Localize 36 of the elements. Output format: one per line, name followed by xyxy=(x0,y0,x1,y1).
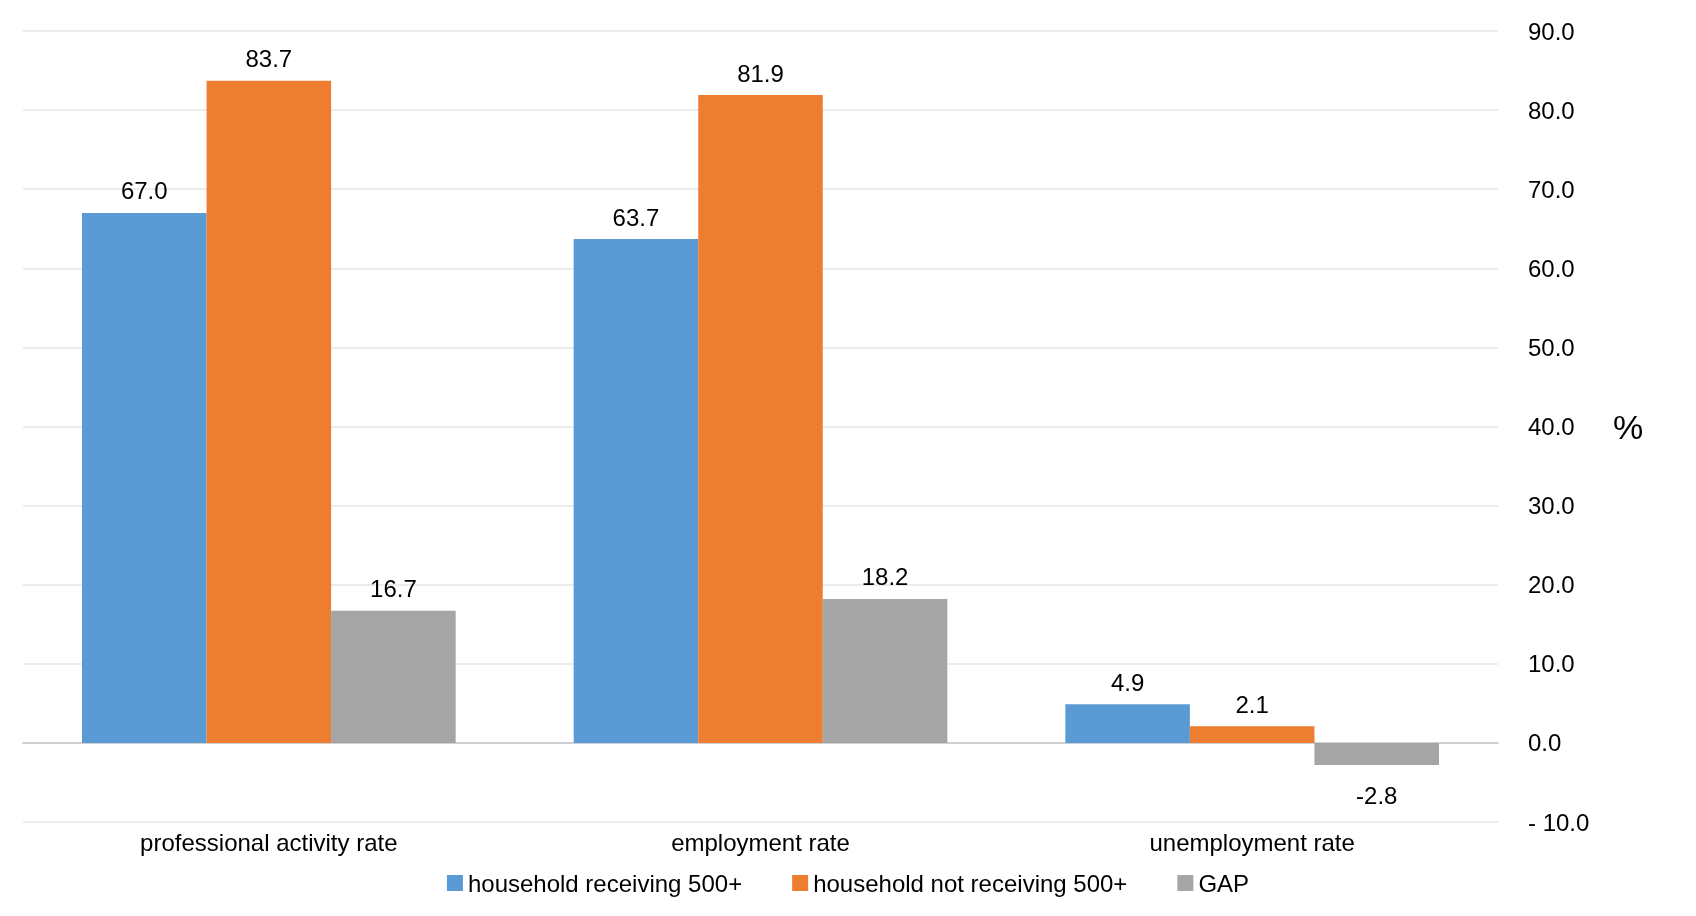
bar xyxy=(1189,726,1315,743)
data-label: 16.7 xyxy=(370,575,417,603)
y-tick-label: 80.0 xyxy=(1528,96,1575,124)
data-label: -2.8 xyxy=(1356,781,1398,809)
x-tick-label: professional activity rate xyxy=(140,828,398,856)
legend-label: GAP xyxy=(1198,869,1250,897)
bar xyxy=(82,212,207,743)
data-label: 63.7 xyxy=(612,203,660,231)
y-tick-label: 10.0 xyxy=(1528,650,1575,678)
bar xyxy=(1314,742,1439,766)
bar xyxy=(331,610,456,743)
y-tick-label: 50.0 xyxy=(1528,333,1575,361)
y-axis-title: % xyxy=(1613,407,1644,446)
bar xyxy=(206,80,332,743)
y-tick-label: - 10.0 xyxy=(1528,808,1590,836)
data-label: 18.2 xyxy=(861,563,909,591)
x-tick-label: unemployment rate xyxy=(1149,828,1355,856)
y-tick-label: 60.0 xyxy=(1528,254,1575,282)
bar xyxy=(822,598,948,743)
legend-label: household receiving 500+ xyxy=(467,869,743,897)
data-label: 67.0 xyxy=(120,177,168,205)
bar xyxy=(1065,704,1190,743)
x-tick-label: employment rate xyxy=(671,828,850,856)
data-label: 81.9 xyxy=(737,59,784,87)
data-label: 4.9 xyxy=(1110,668,1145,696)
y-tick-label: 90.0 xyxy=(1528,17,1575,45)
y-tick-label: 70.0 xyxy=(1528,175,1575,203)
bar xyxy=(698,95,823,743)
y-tick-label: 20.0 xyxy=(1528,571,1575,599)
legend-label: household not receiving 500+ xyxy=(813,869,1128,897)
y-tick-label: 0.0 xyxy=(1528,729,1562,757)
y-tick-label: 30.0 xyxy=(1528,492,1575,520)
data-label: 83.7 xyxy=(245,45,293,73)
data-label: 2.1 xyxy=(1235,690,1269,718)
bar xyxy=(573,239,699,743)
y-tick-label: 40.0 xyxy=(1528,413,1575,440)
